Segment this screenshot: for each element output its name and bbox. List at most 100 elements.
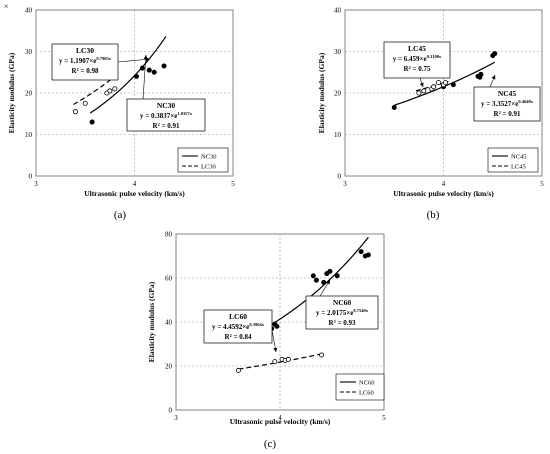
data-point-nc60 [358, 249, 364, 255]
x-tick-label: 5 [540, 180, 544, 188]
annotation-box [473, 86, 541, 122]
annotation-box [383, 41, 451, 79]
y-tick-label: 0 [169, 407, 173, 415]
y-tick-label: 20 [25, 90, 33, 98]
legend-entry-lc30: LC30 [201, 163, 216, 170]
fit-curve-lc60 [238, 352, 324, 370]
y-tick-label: 10 [334, 131, 342, 139]
data-point-lc45 [436, 80, 442, 86]
data-point-nc60 [365, 252, 371, 258]
annotation-equation: y = 6.459×e0.3108x [393, 54, 442, 63]
data-point-nc60 [327, 268, 333, 274]
panel-label: (c) [264, 438, 277, 450]
annotation-box [203, 309, 273, 344]
data-point-lc60 [272, 359, 278, 365]
x-tick-label: 5 [382, 414, 386, 422]
annotation-arrow [117, 58, 151, 63]
chart-panel-2: 0 10 20 30 40 3 4 5 Ultrasonic pulse velocity (k… [317, 7, 544, 222]
annotation-exponent: 1.0357x [177, 111, 192, 116]
data-point-nc45 [478, 71, 484, 77]
annotation-arrowhead [145, 57, 150, 62]
x-tick-label: 3 [34, 180, 38, 188]
annotation-equation: y = 4.4592×e0.3964x [212, 322, 265, 331]
data-point-lc45 [431, 84, 437, 90]
data-point-nc60 [321, 279, 327, 285]
data-point-lc45 [416, 90, 422, 96]
annotation-equation: y = 0.3837×e1.0357x [140, 111, 193, 120]
annotation-equation: y = 2.0175×e0.7549x [316, 308, 369, 317]
data-point-nc30 [133, 73, 139, 79]
annotation-box [305, 295, 379, 330]
legend-entry-nc30: NC30 [201, 153, 217, 160]
annotation-box [126, 98, 206, 132]
annotation-r2: R² = 0.91 [494, 110, 521, 118]
x-tick-label: 4 [442, 180, 446, 188]
y-axis-label: Elasticity modulus (GPa) [7, 52, 16, 133]
data-point-lc60 [235, 367, 241, 373]
x-tick-label: 4 [278, 414, 282, 422]
data-point-lc30 [112, 86, 118, 92]
x-tick-label: 3 [343, 180, 347, 188]
data-point-lc60 [319, 352, 325, 358]
annotation-title: NC60 [333, 298, 352, 307]
chart-panel-1: 0 10 20 30 40 3 4 5 Ultrasonic pulse velocity (k… [7, 7, 235, 222]
y-tick-label: 40 [165, 319, 173, 327]
legend-box [335, 373, 385, 401]
annotation-r2: R² = 0.91 [153, 122, 180, 130]
annotation-arrow [142, 54, 147, 100]
x-axis-label: Ultrasonic pulse velocity (km/s) [84, 189, 185, 198]
chart-panel-3: 0 20 40 60 80 3 4 5 Ultrasonic pulse velocity (k… [147, 231, 386, 451]
data-point-lc30 [82, 100, 88, 106]
annotation-box [51, 43, 119, 81]
y-tick-label: 20 [334, 90, 342, 98]
y-axis-label: Elasticity modulus (GPa) [317, 52, 326, 133]
annotation-arrowhead [419, 82, 424, 87]
annotation-title: LC60 [229, 312, 247, 321]
annotation-exponent: 0.4648x [518, 99, 533, 104]
data-point-nc45 [492, 51, 498, 57]
legend: NC45 LC45 [487, 147, 539, 173]
y-axis-label: Elasticity modulus (GPa) [147, 281, 156, 362]
x-axis-label: Ultrasonic pulse velocity (km/s) [230, 417, 331, 426]
y-tick-label: 30 [25, 48, 33, 56]
annotation-arrowhead [326, 280, 330, 285]
data-point-nc30 [89, 119, 95, 125]
y-tick-label: 30 [334, 48, 342, 56]
annotation-arrowhead [491, 75, 496, 80]
data-point-lc45 [442, 80, 448, 86]
corner-mark: × [4, 2, 9, 11]
fit-curve-nc60 [271, 236, 369, 325]
annotation-r2: R² = 0.75 [404, 65, 431, 73]
fit-curve-nc30 [89, 35, 167, 114]
data-point-nc60 [274, 323, 280, 329]
x-tick-label: 5 [231, 180, 235, 188]
x-tick-label: 3 [174, 414, 178, 422]
data-point-lc30 [72, 109, 78, 115]
legend-entry-nc60: NC60 [359, 379, 375, 386]
annotation-title: NC45 [498, 89, 517, 98]
data-point-nc45 [450, 82, 456, 88]
data-point-nc60 [310, 273, 316, 279]
legend-entry-lc45: LC45 [511, 163, 526, 170]
x-axis-label: Ultrasonic pulse velocity (km/s) [393, 189, 494, 198]
annotation-title: NC30 [157, 101, 176, 110]
x-tick-label: 4 [133, 180, 137, 188]
annotation-r2: R² = 0.84 [225, 333, 252, 341]
y-tick-label: 80 [165, 231, 173, 239]
legend: NC30 LC30 [177, 147, 229, 173]
annotation-exponent: 0.3108x [427, 54, 442, 59]
y-tick-label: 0 [29, 173, 33, 181]
legend-box [487, 147, 539, 173]
annotation-equation: y = 1.1907×e0.7905x [59, 56, 112, 65]
panel-label: (b) [427, 209, 440, 221]
panel-label: (a) [114, 209, 127, 221]
data-point-nc30 [146, 67, 152, 73]
data-point-nc30 [161, 63, 167, 69]
annotation-exponent: 0.3964x [249, 322, 264, 327]
data-point-lc30 [107, 88, 113, 94]
